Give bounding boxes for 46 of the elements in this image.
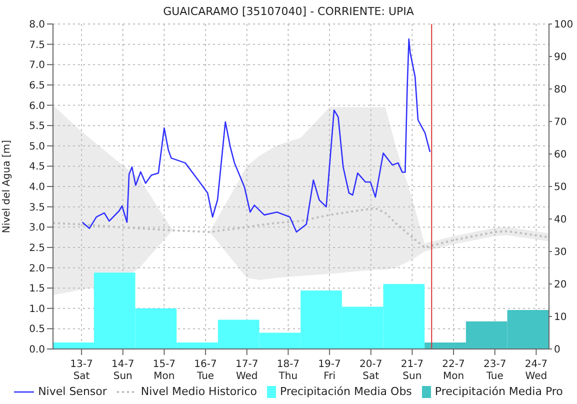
y-tick-label: 2.5: [29, 242, 45, 254]
y-tick-label: 8.0: [29, 20, 45, 31]
y2-tick-label: 20: [554, 280, 567, 291]
y2-tick-label: 50: [554, 182, 567, 194]
y-axis-title: Nivel del Agua [m]: [2, 140, 13, 234]
y-tick-label: 2.0: [29, 263, 45, 274]
legend-label: Precipitación Media Pro: [434, 385, 563, 398]
legend-label: Nivel Medio Historico: [140, 385, 258, 398]
x-tick-label: 22-7 Mon: [442, 359, 465, 382]
y-tick-label: 0.5: [29, 324, 45, 336]
y-tick-label: 7.0: [29, 60, 45, 72]
y-tick-label: 6.5: [29, 80, 45, 92]
y-tick-label: 6.0: [29, 100, 45, 112]
y-tick-label: 7.5: [29, 40, 45, 51]
y-tick-label: 3.5: [29, 202, 45, 214]
y2-tick-label: 40: [554, 214, 567, 226]
x-tick-label: 23-7 Tue: [484, 359, 506, 382]
x-tick-label: 16-7 Tue: [194, 359, 217, 382]
y2-tick-label: 70: [554, 117, 567, 128]
y2-tick-label: 30: [554, 247, 567, 258]
x-tick-label: 24-7 Wed: [524, 359, 548, 382]
x-tick-label: 21-7 Sun: [400, 359, 424, 382]
y-tick-label: 3.0: [29, 222, 45, 234]
x-tick-label: 19-7 Fri: [318, 359, 341, 382]
y-tick-label: 4.5: [29, 162, 45, 173]
y-tick-label: 0.0: [29, 344, 45, 356]
chart-title: GUAICARAMO [35107040] - CORRIENTE: UPIA: [162, 5, 415, 18]
y2-tick-label: 90: [554, 52, 567, 64]
y-tick-label: 1.0: [29, 304, 45, 315]
y2-tick-label: 80: [554, 84, 567, 96]
x-tick-label: 20-7 Sat: [360, 359, 382, 382]
y-tick-label: 5.0: [29, 141, 45, 152]
legend-label: Nivel Sensor: [38, 385, 107, 398]
x-tick-label: 13-7 Sat: [70, 359, 93, 382]
y2-tick-label: 0: [554, 344, 560, 356]
x-tick-label: 17-7 Wed: [236, 359, 258, 382]
y-tick-label: 1.5: [29, 284, 45, 295]
x-tick-label: 18-7 Thu: [276, 359, 300, 382]
y2-tick-label: 10: [554, 312, 567, 324]
y-tick-label: 5.5: [29, 121, 45, 132]
y2-tick-label: 100: [554, 20, 574, 31]
y2-tick-label: 60: [554, 150, 567, 161]
y-tick-label: 4.0: [29, 182, 45, 194]
x-tick-label: 15-7 Mon: [152, 359, 176, 382]
legend-label: Precipitación Media Obs: [280, 385, 412, 398]
x-tick-label: 14-7 Sun: [112, 359, 134, 382]
